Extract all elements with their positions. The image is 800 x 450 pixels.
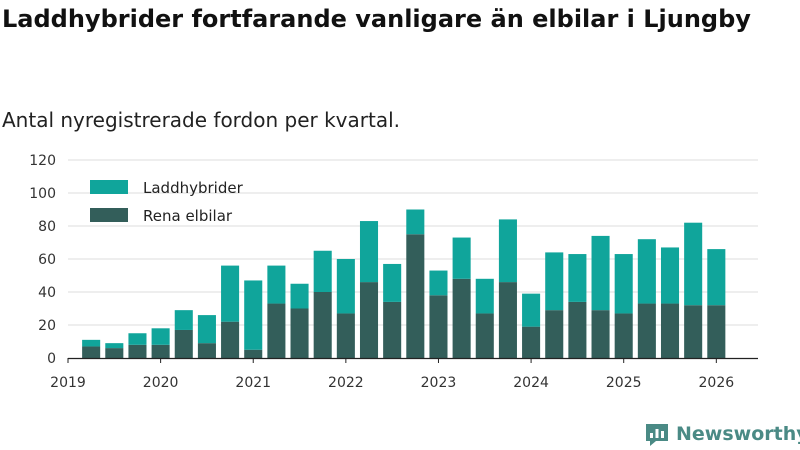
bar-laddhybrider-0 bbox=[82, 339, 101, 347]
bar-laddhybrider-18 bbox=[498, 219, 517, 283]
bar-rena-elbilar-19 bbox=[522, 326, 541, 358]
bar-rena-elbilar-10 bbox=[313, 292, 332, 358]
bar-laddhybrider-23 bbox=[614, 254, 633, 314]
bar-laddhybrider-16 bbox=[452, 237, 471, 279]
x-tick-label-2023: 2023 bbox=[421, 375, 457, 391]
x-axis: 2019 2020 2021 2022 2023 2024 2025 2026 bbox=[50, 357, 758, 391]
y-tick-label-120: 120 bbox=[29, 153, 56, 169]
brand-name: Newsworthy bbox=[676, 423, 800, 445]
bar-rena-elbilar-23 bbox=[614, 313, 633, 358]
bar-rena-elbilar-21 bbox=[568, 301, 587, 358]
bar-laddhybrider-1 bbox=[105, 343, 124, 349]
bar-rena-elbilar-14 bbox=[406, 234, 425, 358]
bar-laddhybrider-27 bbox=[707, 249, 726, 306]
bar-laddhybrider-19 bbox=[522, 293, 541, 327]
bar-laddhybrider-22 bbox=[591, 235, 610, 311]
chart-subtitle: Antal nyregistrerade fordon per kvartal. bbox=[2, 108, 401, 132]
legend-swatch-laddhybrider bbox=[90, 180, 128, 194]
bar-laddhybrider-17 bbox=[475, 278, 494, 314]
legend-swatch-rena-elbilar bbox=[90, 208, 128, 222]
bars bbox=[82, 209, 726, 358]
y-axis: 0 20 40 60 80 100 120 bbox=[29, 153, 56, 367]
x-tick-label-2024: 2024 bbox=[513, 375, 549, 391]
x-tick-label-2026: 2026 bbox=[699, 375, 735, 391]
bar-rena-elbilar-24 bbox=[637, 303, 656, 358]
bar-rena-elbilar-16 bbox=[452, 278, 471, 358]
y-tick-label-60: 60 bbox=[38, 252, 56, 268]
bar-laddhybrider-24 bbox=[637, 239, 656, 304]
bar-laddhybrider-10 bbox=[313, 250, 332, 292]
chart-title: Laddhybrider fortfarande vanligare än el… bbox=[2, 5, 751, 33]
bar-rena-elbilar-5 bbox=[197, 343, 216, 358]
bar-rena-elbilar-22 bbox=[591, 310, 610, 358]
legend-label-rena-elbilar: Rena elbilar bbox=[143, 207, 233, 225]
bar-laddhybrider-4 bbox=[174, 310, 193, 330]
bar-rena-elbilar-15 bbox=[429, 295, 448, 358]
bar-rena-elbilar-12 bbox=[359, 282, 379, 358]
bar-rena-elbilar-8 bbox=[267, 303, 286, 358]
bar-rena-elbilar-27 bbox=[707, 305, 726, 358]
bar-laddhybrider-9 bbox=[290, 283, 309, 309]
x-tick-label-2022: 2022 bbox=[328, 375, 364, 391]
bar-rena-elbilar-18 bbox=[498, 282, 517, 358]
x-tick-label-2021: 2021 bbox=[235, 375, 271, 391]
y-tick-label-20: 20 bbox=[38, 318, 56, 334]
bar-laddhybrider-12 bbox=[359, 221, 379, 283]
bar-rena-elbilar-26 bbox=[684, 305, 703, 358]
legend-label-laddhybrider: Laddhybrider bbox=[143, 179, 244, 197]
x-tick-label-2020: 2020 bbox=[143, 375, 179, 391]
bar-rena-elbilar-20 bbox=[545, 310, 564, 358]
bar-rena-elbilar-25 bbox=[660, 303, 680, 358]
bar-laddhybrider-13 bbox=[383, 263, 402, 302]
bar-rena-elbilar-6 bbox=[221, 321, 240, 358]
bar-laddhybrider-15 bbox=[429, 270, 448, 296]
bar-rena-elbilar-9 bbox=[290, 308, 309, 358]
bar-rena-elbilar-11 bbox=[336, 313, 355, 358]
bar-rena-elbilar-17 bbox=[475, 313, 494, 358]
y-tick-label-100: 100 bbox=[29, 186, 56, 202]
bar-rena-elbilar-4 bbox=[174, 329, 193, 358]
x-tick-label-2019: 2019 bbox=[50, 375, 86, 391]
bar-laddhybrider-3 bbox=[151, 328, 170, 345]
bar-rena-elbilar-1 bbox=[105, 348, 124, 358]
bar-laddhybrider-8 bbox=[267, 265, 286, 304]
legend: Laddhybrider Rena elbilar bbox=[90, 179, 244, 225]
bar-laddhybrider-26 bbox=[684, 222, 703, 306]
x-tick-label-2025: 2025 bbox=[606, 375, 642, 391]
y-tick-label-80: 80 bbox=[38, 219, 56, 235]
bar-laddhybrider-2 bbox=[128, 333, 147, 345]
bar-laddhybrider-21 bbox=[568, 254, 587, 302]
bar-rena-elbilar-0 bbox=[82, 346, 101, 358]
bar-laddhybrider-5 bbox=[197, 315, 216, 344]
y-tick-label-0: 0 bbox=[47, 351, 56, 367]
bar-laddhybrider-14 bbox=[406, 209, 425, 235]
bar-laddhybrider-20 bbox=[545, 252, 564, 311]
bar-laddhybrider-6 bbox=[221, 265, 240, 322]
bar-rena-elbilar-2 bbox=[128, 344, 147, 358]
y-tick-label-40: 40 bbox=[38, 285, 56, 301]
bar-rena-elbilar-7 bbox=[244, 349, 263, 358]
bar-laddhybrider-7 bbox=[244, 280, 263, 350]
bar-rena-elbilar-13 bbox=[383, 301, 402, 358]
bar-laddhybrider-11 bbox=[336, 259, 355, 314]
bar-laddhybrider-25 bbox=[660, 247, 680, 304]
newsworthy-logo-icon bbox=[646, 424, 668, 446]
newsworthy-brand: Newsworthy bbox=[644, 420, 800, 448]
bar-rena-elbilar-3 bbox=[151, 344, 170, 358]
